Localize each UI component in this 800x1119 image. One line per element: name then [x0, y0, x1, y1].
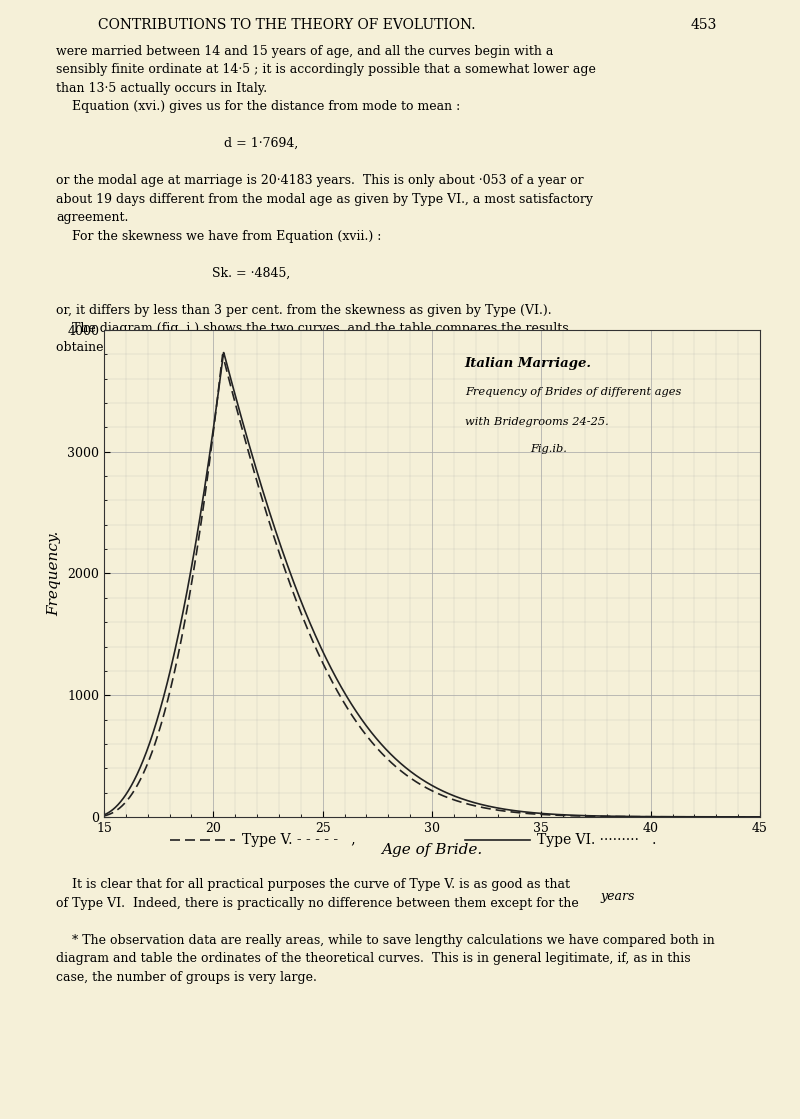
X-axis label: Age of Bride.: Age of Bride. [382, 843, 482, 857]
Y-axis label: Frequency.: Frequency. [47, 530, 62, 617]
Text: years: years [601, 890, 635, 903]
Text: Frequency of Brides of different ages: Frequency of Brides of different ages [465, 387, 681, 397]
Text: with Bridegrooms 24-25.: with Bridegrooms 24-25. [465, 416, 609, 426]
Text: It is clear that for all practical purposes the curve of Type V. is as good as t: It is clear that for all practical purpo… [56, 878, 714, 984]
Text: CONTRIBUTIONS TO THE THEORY OF EVOLUTION.: CONTRIBUTIONS TO THE THEORY OF EVOLUTION… [98, 18, 475, 32]
Text: Fig.ib.: Fig.ib. [530, 444, 567, 454]
Text: Type V. - - - - -   ,: Type V. - - - - - , [242, 834, 355, 847]
Text: were married between 14 and 15 years of age, and all the curves begin with a
sen: were married between 14 and 15 years of … [56, 45, 596, 354]
Text: Type VI. ·········   .: Type VI. ········· . [537, 834, 656, 847]
Text: Italian Marriage.: Italian Marriage. [465, 357, 592, 370]
Text: 453: 453 [690, 18, 717, 32]
